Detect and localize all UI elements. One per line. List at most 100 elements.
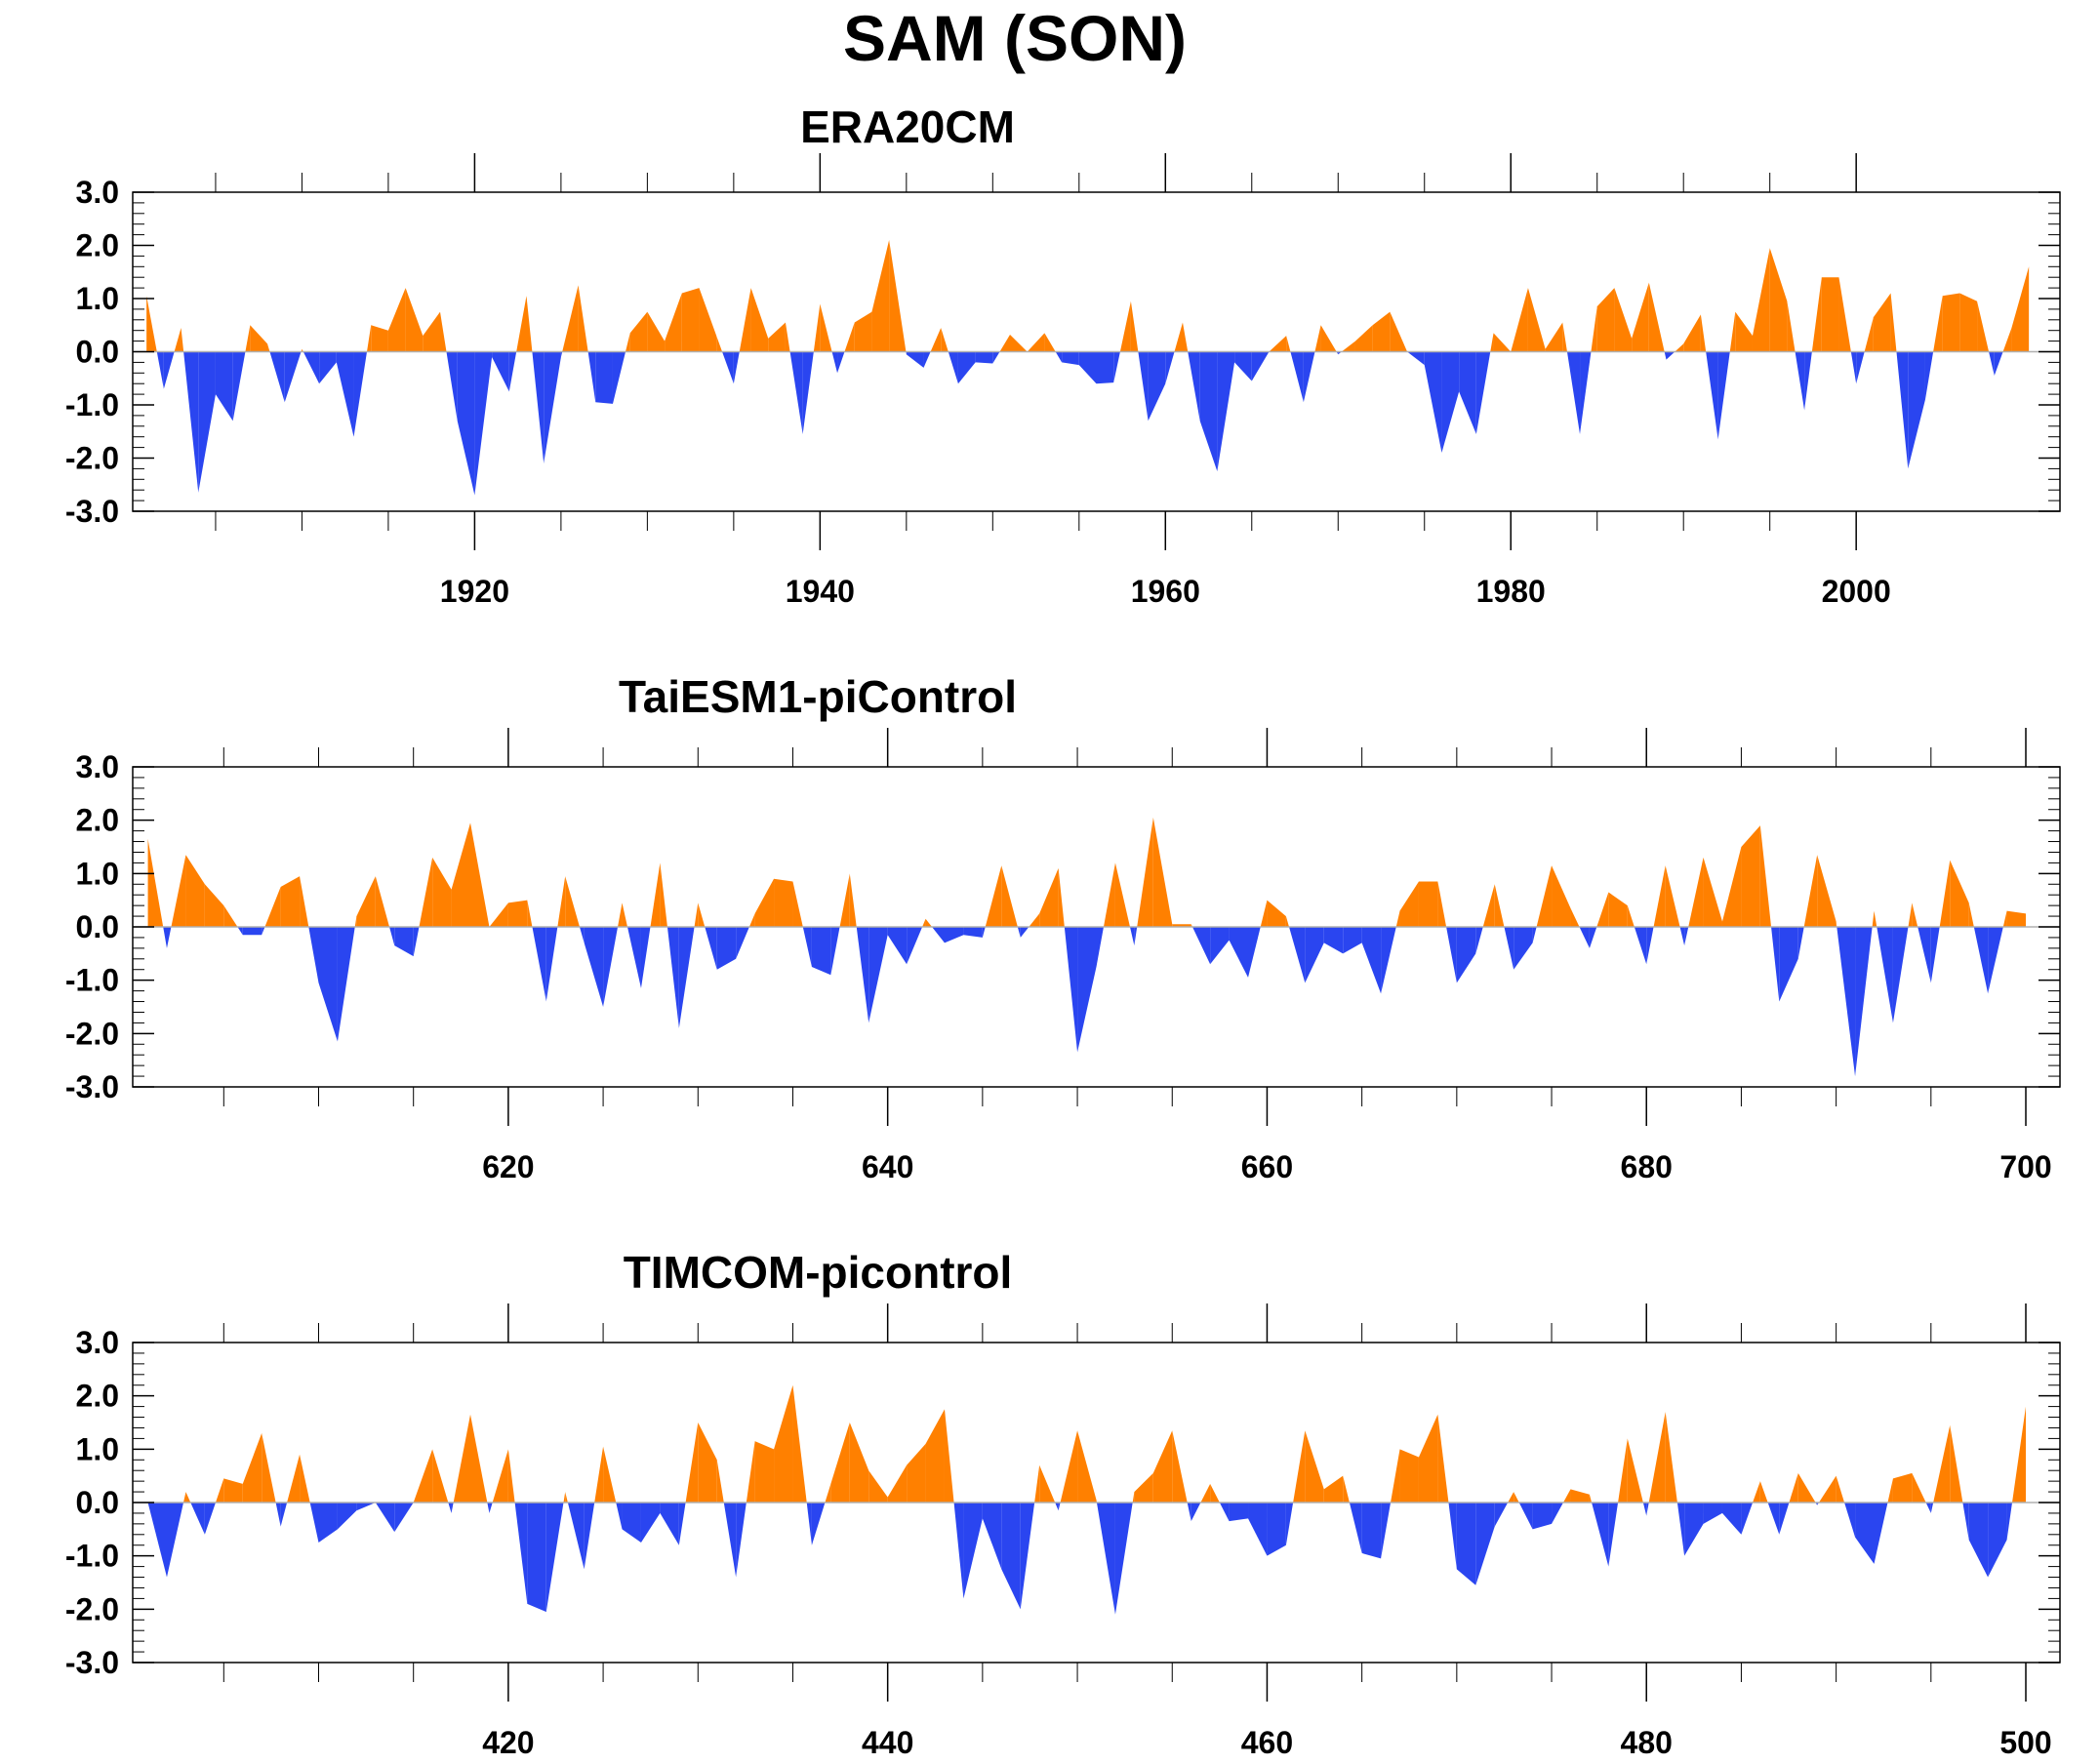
negative-area xyxy=(1634,927,1647,965)
positive-area xyxy=(1182,322,1189,352)
positive-area xyxy=(1103,862,1115,927)
x-tick-label: 700 xyxy=(1999,1149,2051,1184)
positive-area xyxy=(1027,333,1045,352)
positive-area xyxy=(1552,865,1571,927)
negative-area xyxy=(262,927,265,936)
positive-area xyxy=(1390,311,1408,352)
positive-area xyxy=(622,902,627,927)
positive-area xyxy=(432,857,452,927)
negative-area xyxy=(284,351,302,403)
negative-area xyxy=(1917,927,1931,983)
positive-area xyxy=(1482,884,1495,927)
y-tick-label: -1.0 xyxy=(65,963,119,998)
negative-area xyxy=(1114,1503,1133,1615)
positive-area xyxy=(813,303,821,352)
x-tick-label: 420 xyxy=(482,1725,534,1760)
positive-area xyxy=(1811,277,1822,352)
negative-area xyxy=(1988,1503,2007,1578)
negative-area xyxy=(1456,1503,1476,1585)
negative-area xyxy=(1968,1503,1989,1578)
negative-area xyxy=(280,1503,288,1527)
negative-area xyxy=(856,927,869,1023)
negative-area xyxy=(1289,927,1306,983)
positive-area xyxy=(1632,282,1649,352)
negative-area xyxy=(1579,927,1590,948)
y-tick-label: 2.0 xyxy=(76,228,119,263)
positive-area xyxy=(820,303,832,352)
positive-area xyxy=(1200,1483,1211,1503)
positive-area xyxy=(844,322,855,352)
negative-area xyxy=(722,351,734,384)
negative-area xyxy=(1191,1503,1201,1522)
negative-area xyxy=(1721,1503,1742,1535)
negative-area xyxy=(356,1503,376,1511)
positive-area xyxy=(1058,867,1065,927)
negative-area xyxy=(831,351,838,374)
negative-area xyxy=(163,927,167,948)
positive-area xyxy=(1001,865,1018,927)
positive-area xyxy=(849,1423,869,1503)
negative-area xyxy=(1855,927,1873,1077)
positive-area xyxy=(985,865,1002,927)
negative-area xyxy=(1058,1503,1061,1511)
positive-area xyxy=(1044,333,1056,352)
positive-area xyxy=(685,1423,699,1503)
positive-area xyxy=(868,1470,888,1503)
y-tick-label: 2.0 xyxy=(76,1379,119,1414)
plot-area: 3.0 2.0 1.0 0.0 -1.0 -2.0 -3.0 1920 1940 1960 1980… xyxy=(65,153,2061,609)
positive-area xyxy=(242,1432,262,1503)
negative-area xyxy=(1459,351,1476,434)
negative-area xyxy=(1113,351,1120,383)
x-tick-label: 2000 xyxy=(1822,574,1891,609)
negative-area xyxy=(567,1503,585,1570)
negative-area xyxy=(811,927,831,976)
positive-area xyxy=(1627,905,1635,927)
positive-area xyxy=(1608,892,1628,927)
negative-area xyxy=(1381,1503,1392,1559)
positive-area xyxy=(1039,867,1059,927)
negative-area xyxy=(1684,927,1689,946)
positive-area xyxy=(204,884,224,927)
positive-area xyxy=(650,862,661,927)
positive-area xyxy=(839,873,850,927)
positive-area xyxy=(1864,317,1874,352)
positive-area xyxy=(2002,327,2012,352)
negative-area xyxy=(1078,351,1097,384)
negative-area xyxy=(1210,927,1230,965)
positive-area xyxy=(739,288,751,352)
negative-area xyxy=(353,351,368,437)
negative-area xyxy=(957,351,976,384)
negative-area xyxy=(1077,927,1097,1053)
negative-area xyxy=(723,1503,737,1578)
y-tick-label: 0.0 xyxy=(76,335,119,370)
negative-area xyxy=(474,351,493,496)
negative-area xyxy=(963,927,983,938)
x-tick-label: 680 xyxy=(1621,1149,1673,1184)
negative-area xyxy=(1441,351,1460,454)
negative-area xyxy=(1646,927,1654,965)
positive-area xyxy=(507,900,528,927)
positive-area xyxy=(1614,288,1633,352)
y-tick-label: -3.0 xyxy=(65,1069,119,1104)
positive-area xyxy=(1753,1481,1760,1503)
positive-area xyxy=(1721,847,1742,927)
positive-area xyxy=(1034,1464,1040,1503)
negative-area xyxy=(156,351,164,389)
negative-area xyxy=(802,927,812,967)
x-tick-label: 480 xyxy=(1621,1725,1673,1760)
positive-area xyxy=(1323,1475,1344,1503)
positive-area xyxy=(750,288,769,352)
negative-area xyxy=(1229,1503,1249,1522)
negative-area xyxy=(678,1503,686,1545)
positive-area xyxy=(1977,301,1990,352)
positive-area xyxy=(367,325,372,352)
negative-area xyxy=(489,1503,493,1513)
positive-area xyxy=(1511,288,1528,352)
negative-area xyxy=(375,1503,395,1533)
negative-area xyxy=(1908,351,1925,469)
negative-area xyxy=(303,351,320,384)
positive-area xyxy=(1119,301,1131,352)
negative-area xyxy=(616,1503,623,1530)
positive-area xyxy=(453,1414,471,1503)
